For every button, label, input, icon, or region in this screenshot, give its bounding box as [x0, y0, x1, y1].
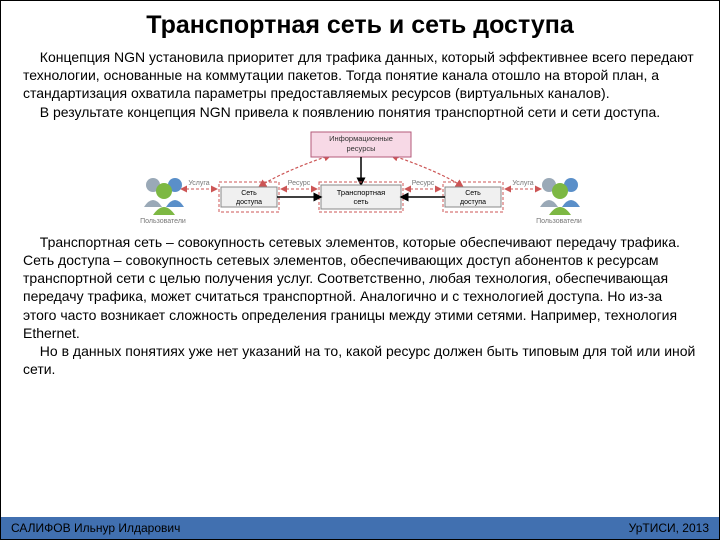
- service-label-left: Услуга: [188, 180, 209, 187]
- users-right-label: Пользователи: [536, 218, 582, 225]
- intro-text: Концепция NGN установила приоритет для т…: [1, 48, 719, 121]
- footer-org: УрТИСИ, 2013: [629, 521, 709, 535]
- resource-label-left: Ресурс: [288, 180, 311, 187]
- resource-label-right: Ресурс: [412, 180, 435, 187]
- svg-text:доступа: доступа: [460, 199, 486, 206]
- network-diagram: Информационные ресурсы Транспортная сеть…: [1, 127, 719, 227]
- page-title: Транспортная сеть и сеть доступа: [21, 11, 699, 40]
- paragraph-1: Концепция NGN установила приоритет для т…: [23, 48, 697, 103]
- footer-author: САЛИФОВ Ильнур Илдарович: [11, 521, 180, 535]
- paragraph-3: Транспортная сеть – совокупность сетевых…: [23, 233, 697, 342]
- service-label-right: Услуга: [512, 180, 533, 187]
- svg-text:Сеть: Сеть: [241, 190, 257, 197]
- paragraph-4: Но в данных понятиях уже нет указаний на…: [23, 342, 697, 378]
- svg-text:сеть: сеть: [353, 197, 368, 206]
- users-right-icon: [540, 178, 580, 215]
- definitions-text: Транспортная сеть – совокупность сетевых…: [1, 233, 719, 379]
- svg-text:Сеть: Сеть: [465, 190, 481, 197]
- footer-bar: САЛИФОВ Ильнур Илдарович УрТИСИ, 2013: [1, 517, 719, 539]
- svg-text:Транспортная: Транспортная: [337, 188, 385, 197]
- info-resources-label-1: Информационные: [329, 134, 393, 143]
- users-left-label: Пользователи: [140, 218, 186, 225]
- info-resources-label-2: ресурсы: [346, 144, 375, 153]
- users-left-icon: [144, 178, 184, 215]
- svg-text:доступа: доступа: [236, 199, 262, 206]
- paragraph-2: В результате концепция NGN привела к поя…: [23, 103, 697, 121]
